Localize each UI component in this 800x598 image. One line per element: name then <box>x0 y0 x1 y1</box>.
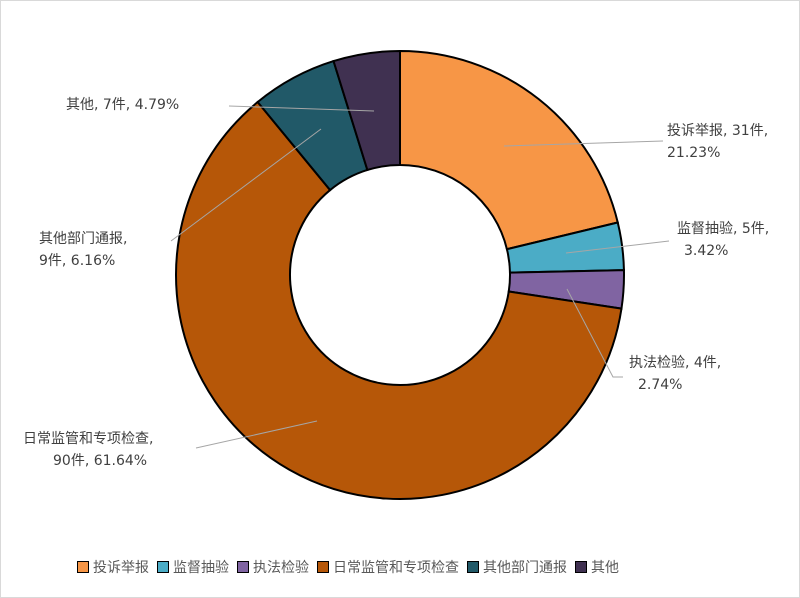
data-label-enforcement-inspection: 执法检验, 4件, 2.74% <box>629 355 722 393</box>
legend-item-supervision-sampling: 监督抽验 <box>157 557 229 577</box>
data-label-routine: 日常监管和专项检查, 90件, 61.64% <box>23 431 154 469</box>
legend-label: 其他 <box>591 560 619 576</box>
legend-label: 日常监管和专项检查 <box>333 560 459 576</box>
legend-item-enforcement-inspection: 执法检验 <box>237 557 309 577</box>
slice-complaint <box>399 49 619 251</box>
leader-line-other <box>228 105 375 112</box>
legend-swatch <box>317 561 329 573</box>
data-label-complaint: 投诉举报, 31件, 21.23% <box>667 123 769 161</box>
legend-swatch <box>77 561 89 573</box>
legend-item-other: 其他 <box>575 557 619 577</box>
legend-item-routine: 日常监管和专项检查 <box>317 557 459 577</box>
legend-swatch <box>467 561 479 573</box>
legend-swatch <box>237 561 249 573</box>
leader-line-routine <box>195 420 318 449</box>
data-label-supervision-sampling: 监督抽验, 5件, 3.42% <box>677 221 770 259</box>
data-label-other-dept: 其他部门通报, 9件, 6.16% <box>39 231 128 269</box>
leader-line-supervision-sampling <box>565 240 670 254</box>
legend-label: 监督抽验 <box>173 560 229 576</box>
leader-line-other-dept <box>170 128 322 242</box>
leader-line-enforcement-inspection <box>566 288 623 378</box>
legend-swatch <box>157 561 169 573</box>
legend: 投诉举报 监督抽验 执法检验 日常监管和专项检查 其他部门通报 其他 <box>77 557 619 577</box>
legend-label: 其他部门通报 <box>483 560 567 576</box>
legend-item-other-dept: 其他部门通报 <box>467 557 567 577</box>
legend-swatch <box>575 561 587 573</box>
legend-item-complaint: 投诉举报 <box>77 557 149 577</box>
slice-routine <box>175 100 623 500</box>
leader-line-complaint <box>503 140 664 147</box>
data-label-other: 其他, 7件, 4.79% <box>66 97 180 113</box>
legend-label: 投诉举报 <box>93 560 149 576</box>
legend-label: 执法检验 <box>253 560 309 576</box>
